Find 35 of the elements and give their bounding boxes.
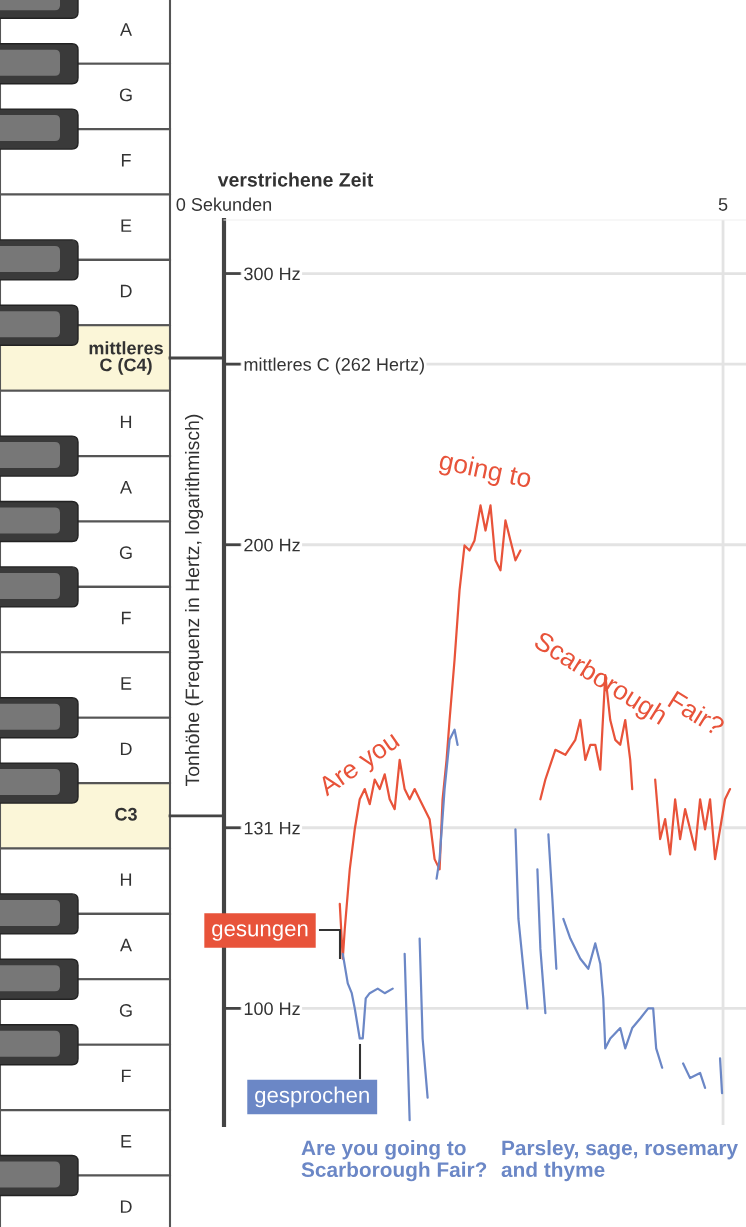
text: F <box>121 154 131 167</box>
text: A <box>120 938 132 952</box>
text: F <box>121 1069 131 1083</box>
text: D <box>120 742 132 756</box>
series-label: gesprochen <box>255 1086 369 1108</box>
text: D <box>120 1200 132 1213</box>
text: E <box>121 677 132 690</box>
series-label: gesungen <box>212 924 308 941</box>
text: D <box>120 284 132 298</box>
text: G <box>119 88 132 102</box>
y-tick-label: mittleres C (262 Hertz) <box>244 357 424 375</box>
text: H <box>120 873 132 886</box>
annotation: Fair? <box>667 689 727 737</box>
annotation: going to <box>437 450 533 494</box>
y-tick-label: 131 Hz <box>244 821 300 835</box>
text: E <box>121 219 132 232</box>
text: E <box>121 1135 132 1148</box>
text: A <box>120 481 132 494</box>
y-tick-label: 100 Hz <box>244 1002 300 1016</box>
text: Are you going to Scarborough Fair? <box>301 1140 487 1182</box>
text: H <box>120 415 132 429</box>
y-axis-title: Tonhöhe (Frequenz in Hertz, logarithmisch) <box>184 414 204 787</box>
text: G <box>119 1004 132 1017</box>
x-tick-label: 0 Sekunden <box>176 197 272 211</box>
text: A <box>120 23 132 36</box>
annotation: Are you <box>316 730 404 801</box>
x-axis-title: verstrichene Zeit <box>217 172 374 187</box>
y-tick-label: 200 Hz <box>244 538 300 552</box>
text: Parsley, sage, rosemary and thyme <box>501 1140 738 1182</box>
text: mittleres C (C4) <box>89 341 163 375</box>
text: G <box>119 546 132 560</box>
x-tick-label: 5 <box>718 198 728 211</box>
text: F <box>121 611 131 625</box>
text: C3 <box>115 807 137 821</box>
y-tick-label: 300 Hz <box>244 267 300 281</box>
